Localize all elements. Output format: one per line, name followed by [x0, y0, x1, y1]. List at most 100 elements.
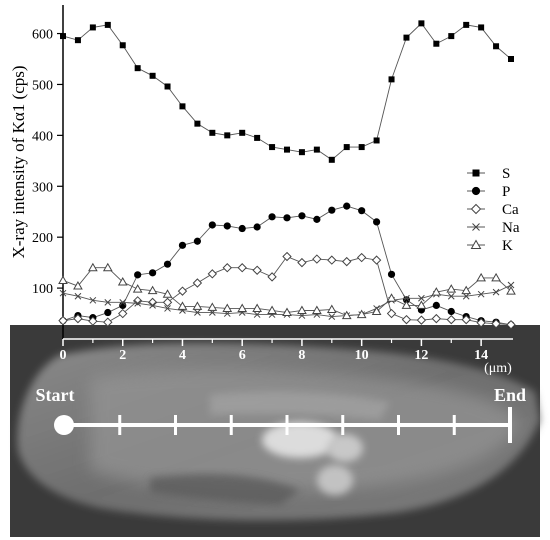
data-point: [164, 83, 171, 90]
data-point: [461, 314, 471, 325]
data-point: [237, 303, 248, 312]
data-point: [327, 255, 337, 265]
data-point: [312, 254, 322, 264]
data-point: [179, 103, 186, 110]
legend-item-p: P: [467, 184, 510, 200]
data-point: [282, 307, 292, 317]
particle-image: [17, 343, 541, 521]
data-point: [416, 315, 427, 325]
data-point: [222, 263, 232, 273]
data-point: [102, 262, 113, 272]
data-point: [492, 288, 500, 296]
data-point: [343, 144, 350, 151]
scan-line-ticks: [118, 415, 456, 435]
data-point: [88, 316, 98, 326]
data-point: [478, 24, 485, 31]
data-point: [147, 297, 158, 308]
data-point: [431, 287, 442, 296]
data-point: [267, 272, 277, 282]
data-point: [207, 302, 218, 311]
legend: SP Ca Na K: [467, 166, 520, 254]
legend-marker: [470, 239, 482, 249]
x-tick-label: 2: [119, 348, 126, 363]
x-axis-unit: (μm): [484, 361, 512, 376]
data-point: [134, 65, 141, 72]
data-point: [223, 222, 231, 230]
data-point: [418, 294, 425, 302]
data-point: [178, 241, 187, 249]
data-point: [463, 21, 470, 28]
data-point: [328, 156, 335, 163]
data-point: [373, 137, 380, 144]
data-point: [401, 300, 412, 309]
data-point: [462, 292, 470, 300]
data-point: [418, 20, 425, 27]
data-point: [208, 221, 216, 229]
data-point: [164, 305, 171, 312]
data-point: [373, 218, 381, 226]
data-point: [328, 313, 336, 320]
legend-item-s: S: [467, 166, 510, 182]
data-point: [313, 146, 320, 153]
data-point: [103, 317, 113, 327]
x-tick-label: 10: [355, 348, 369, 363]
data-point: [74, 292, 82, 300]
data-point: [388, 76, 395, 83]
data-point: [163, 260, 172, 268]
data-point: [386, 308, 397, 319]
y-tick-label: 200: [32, 231, 53, 246]
y-tick-label: 100: [32, 282, 53, 297]
data-point: [283, 214, 291, 222]
chart: X-ray intensity of Kα1 (cps) 10020030040…: [9, 5, 520, 376]
data-point: [192, 278, 203, 288]
data-point: [298, 212, 306, 220]
data-point: [493, 43, 500, 50]
data-point: [254, 134, 261, 141]
data-point: [132, 284, 143, 293]
data-point: [162, 297, 173, 308]
data-point: [238, 224, 246, 233]
data-point: [298, 149, 305, 156]
start-label: Start: [36, 385, 75, 405]
data-point: [149, 302, 156, 309]
x-tick-label: 6: [239, 348, 246, 363]
legend-label: P: [502, 184, 510, 200]
data-point: [491, 319, 501, 329]
data-point: [162, 289, 173, 298]
series-ca: [58, 251, 516, 330]
data-point: [149, 72, 156, 79]
data-point: [177, 301, 188, 310]
x-axis-ticks: 0 2 4 6 8 10 12 14: [60, 339, 488, 363]
legend-item-na: Na: [467, 220, 520, 236]
data-point: [134, 300, 142, 307]
data-point: [433, 40, 440, 47]
data-point: [431, 313, 442, 324]
scan-line-start-marker: [54, 415, 74, 435]
data-point: [358, 207, 366, 215]
data-point: [252, 265, 262, 275]
legend-marker: [471, 186, 481, 196]
legend-label: Na: [502, 220, 520, 236]
data-point: [403, 294, 410, 302]
data-point: [253, 311, 261, 318]
data-point: [386, 293, 397, 302]
data-point: [222, 303, 233, 312]
data-point: [358, 144, 365, 151]
data-point: [371, 255, 382, 265]
data-point: [341, 310, 352, 320]
data-point: [239, 129, 246, 136]
legend-label: Ca: [502, 202, 519, 218]
data-point: [477, 290, 485, 298]
data-point: [371, 306, 382, 316]
data-point: [89, 296, 97, 304]
data-point: [506, 320, 516, 330]
data-point: [252, 303, 262, 312]
x-tick-label: 0: [60, 348, 67, 363]
data-point: [328, 206, 336, 214]
data-point: [447, 307, 455, 316]
data-point: [147, 285, 158, 295]
data-point: [59, 289, 67, 297]
data-point: [237, 263, 247, 273]
data-point: [104, 21, 111, 28]
